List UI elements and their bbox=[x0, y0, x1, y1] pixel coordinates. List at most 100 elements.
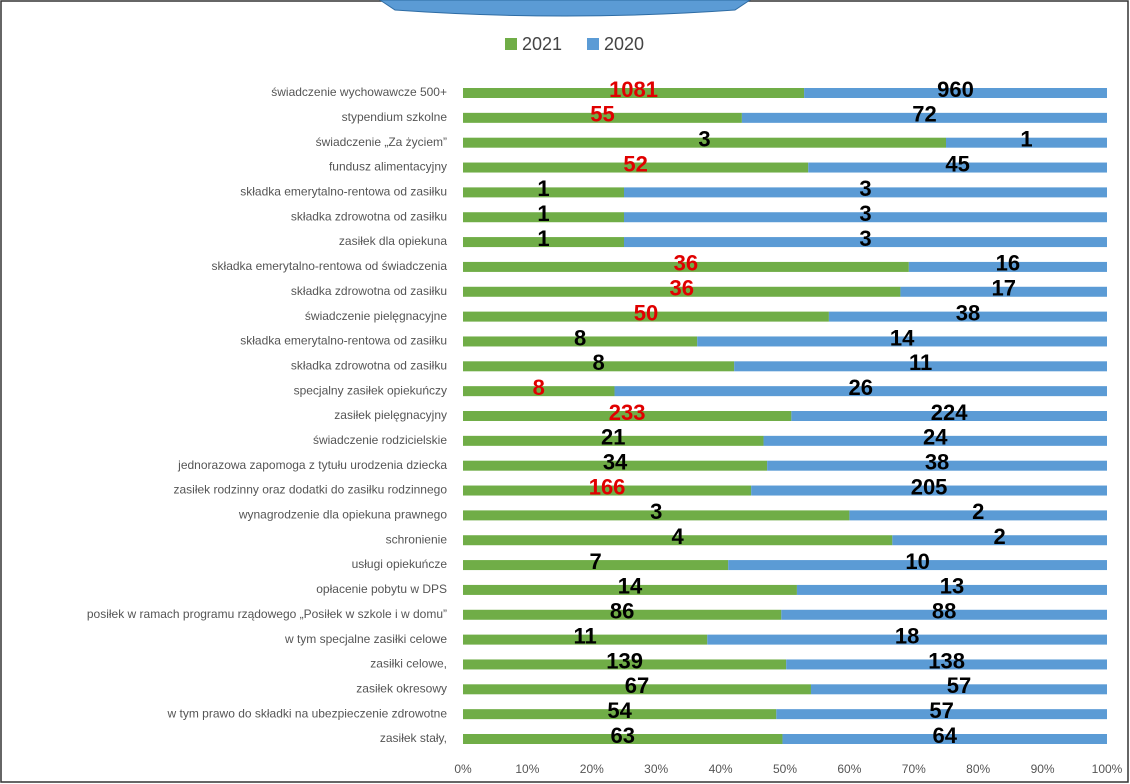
bar-segment bbox=[463, 311, 829, 322]
value-label: 1 bbox=[537, 176, 549, 201]
category-label: w tym prawo do składki na ubezpieczenie … bbox=[167, 706, 448, 720]
category-label: specjalny zasiłek opiekuńczy bbox=[294, 383, 447, 397]
value-label: 8 bbox=[533, 375, 545, 400]
x-tick-label: 20% bbox=[580, 762, 604, 776]
value-label: 64 bbox=[932, 723, 957, 748]
bar-segment bbox=[810, 684, 1107, 695]
value-label: 8 bbox=[592, 350, 604, 375]
bar-segment bbox=[463, 609, 782, 620]
bar-segment bbox=[734, 361, 1107, 372]
value-label: 139 bbox=[606, 648, 643, 673]
bar-segment bbox=[463, 336, 698, 347]
value-label: 52 bbox=[623, 151, 647, 176]
x-tick-label: 10% bbox=[515, 762, 539, 776]
bar-segment bbox=[463, 734, 783, 744]
category-label: opłacenie pobytu w DPS bbox=[316, 582, 447, 596]
legend-label: 2021 bbox=[522, 34, 562, 54]
x-tick-label: 50% bbox=[773, 762, 797, 776]
value-label: 1 bbox=[537, 226, 549, 251]
bar-segment bbox=[697, 336, 1107, 347]
x-tick-label: 90% bbox=[1031, 762, 1055, 776]
bar-segment bbox=[463, 112, 742, 123]
bar-segment bbox=[624, 212, 1107, 223]
top-tab bbox=[379, 0, 751, 17]
category-label: stypendium szkolne bbox=[342, 110, 448, 124]
legend-label: 2020 bbox=[604, 34, 644, 54]
x-tick-label: 80% bbox=[966, 762, 990, 776]
value-label: 88 bbox=[932, 599, 956, 624]
value-label: 24 bbox=[923, 425, 948, 450]
value-label: 50 bbox=[634, 300, 658, 325]
bar-segment bbox=[828, 311, 1107, 322]
bar-segment bbox=[463, 535, 893, 546]
value-label: 21 bbox=[601, 425, 625, 450]
legend-swatch bbox=[587, 38, 599, 50]
value-label: 2 bbox=[972, 499, 984, 524]
value-label: 1 bbox=[1020, 127, 1032, 152]
value-label: 3 bbox=[859, 201, 871, 226]
x-tick-label: 70% bbox=[902, 762, 926, 776]
bar-segment bbox=[463, 137, 946, 148]
value-label: 11 bbox=[574, 623, 597, 648]
legend: 2021 2020 bbox=[505, 34, 644, 54]
bar-segment bbox=[463, 485, 752, 496]
bar-segment bbox=[463, 162, 809, 173]
category-label: zasiłek rodzinny oraz dodatki do zasiłku… bbox=[174, 483, 448, 497]
value-label: 57 bbox=[947, 673, 971, 698]
bar-segment bbox=[463, 237, 624, 248]
bar-segment bbox=[624, 237, 1107, 248]
bar-segment bbox=[463, 386, 615, 397]
x-tick-label: 40% bbox=[709, 762, 733, 776]
x-tick-label: 0% bbox=[454, 762, 472, 776]
bar-segment bbox=[796, 584, 1107, 595]
category-label: zasiłek pielęgnacyjny bbox=[334, 408, 447, 422]
category-label: zasiłki celowe, bbox=[370, 657, 447, 671]
value-label: 224 bbox=[931, 400, 968, 425]
value-label: 14 bbox=[890, 325, 915, 350]
value-label: 36 bbox=[674, 251, 698, 276]
value-label: 18 bbox=[895, 623, 919, 648]
value-label: 67 bbox=[625, 673, 649, 698]
bar-segment bbox=[728, 560, 1107, 571]
bar-segment bbox=[463, 261, 909, 272]
bar-segment bbox=[892, 535, 1107, 546]
category-label: usługi opiekuńcze bbox=[352, 557, 448, 571]
value-label: 7 bbox=[589, 549, 601, 574]
bar-segment bbox=[763, 435, 1107, 446]
bar-segment bbox=[776, 709, 1107, 720]
value-label: 1081 bbox=[609, 77, 658, 102]
category-label: posiłek w ramach programu rządowego „Pos… bbox=[87, 607, 447, 621]
category-label: jednorazowa zapomoga z tytułu urodzenia … bbox=[177, 458, 447, 472]
value-label: 38 bbox=[956, 300, 980, 325]
x-tick-label: 30% bbox=[644, 762, 668, 776]
value-label: 4 bbox=[672, 524, 685, 549]
bar-segment bbox=[849, 510, 1107, 521]
value-label: 205 bbox=[911, 474, 948, 499]
value-label: 10 bbox=[905, 549, 929, 574]
category-label: w tym specjalne zasiłki celowe bbox=[284, 632, 447, 646]
value-label: 36 bbox=[669, 276, 693, 301]
category-label: fundusz alimentacyjny bbox=[329, 160, 447, 174]
bar-segment bbox=[624, 187, 1107, 198]
bar-segment bbox=[782, 734, 1107, 744]
bar-segment bbox=[791, 411, 1107, 421]
bar-segment bbox=[463, 659, 787, 670]
value-label: 13 bbox=[940, 574, 964, 599]
bar-segment bbox=[463, 361, 735, 372]
value-label: 57 bbox=[929, 698, 953, 723]
bar-segment bbox=[463, 411, 792, 421]
category-label: składka emerytalno-rentowa od świadczeni… bbox=[212, 259, 448, 273]
category-label: świadczenie rodzicielskie bbox=[313, 433, 447, 447]
bar-segment bbox=[751, 485, 1107, 496]
x-tick-label: 60% bbox=[837, 762, 861, 776]
category-label: zasiłek okresowy bbox=[356, 681, 447, 695]
value-label: 55 bbox=[590, 102, 614, 127]
bar-segment bbox=[463, 212, 624, 223]
value-label: 38 bbox=[925, 450, 949, 475]
bar-segment bbox=[463, 634, 708, 645]
value-label: 26 bbox=[849, 375, 873, 400]
category-label: zasiłek dla opiekuna bbox=[339, 234, 447, 248]
value-label: 16 bbox=[996, 251, 1020, 276]
value-label: 34 bbox=[603, 450, 628, 475]
